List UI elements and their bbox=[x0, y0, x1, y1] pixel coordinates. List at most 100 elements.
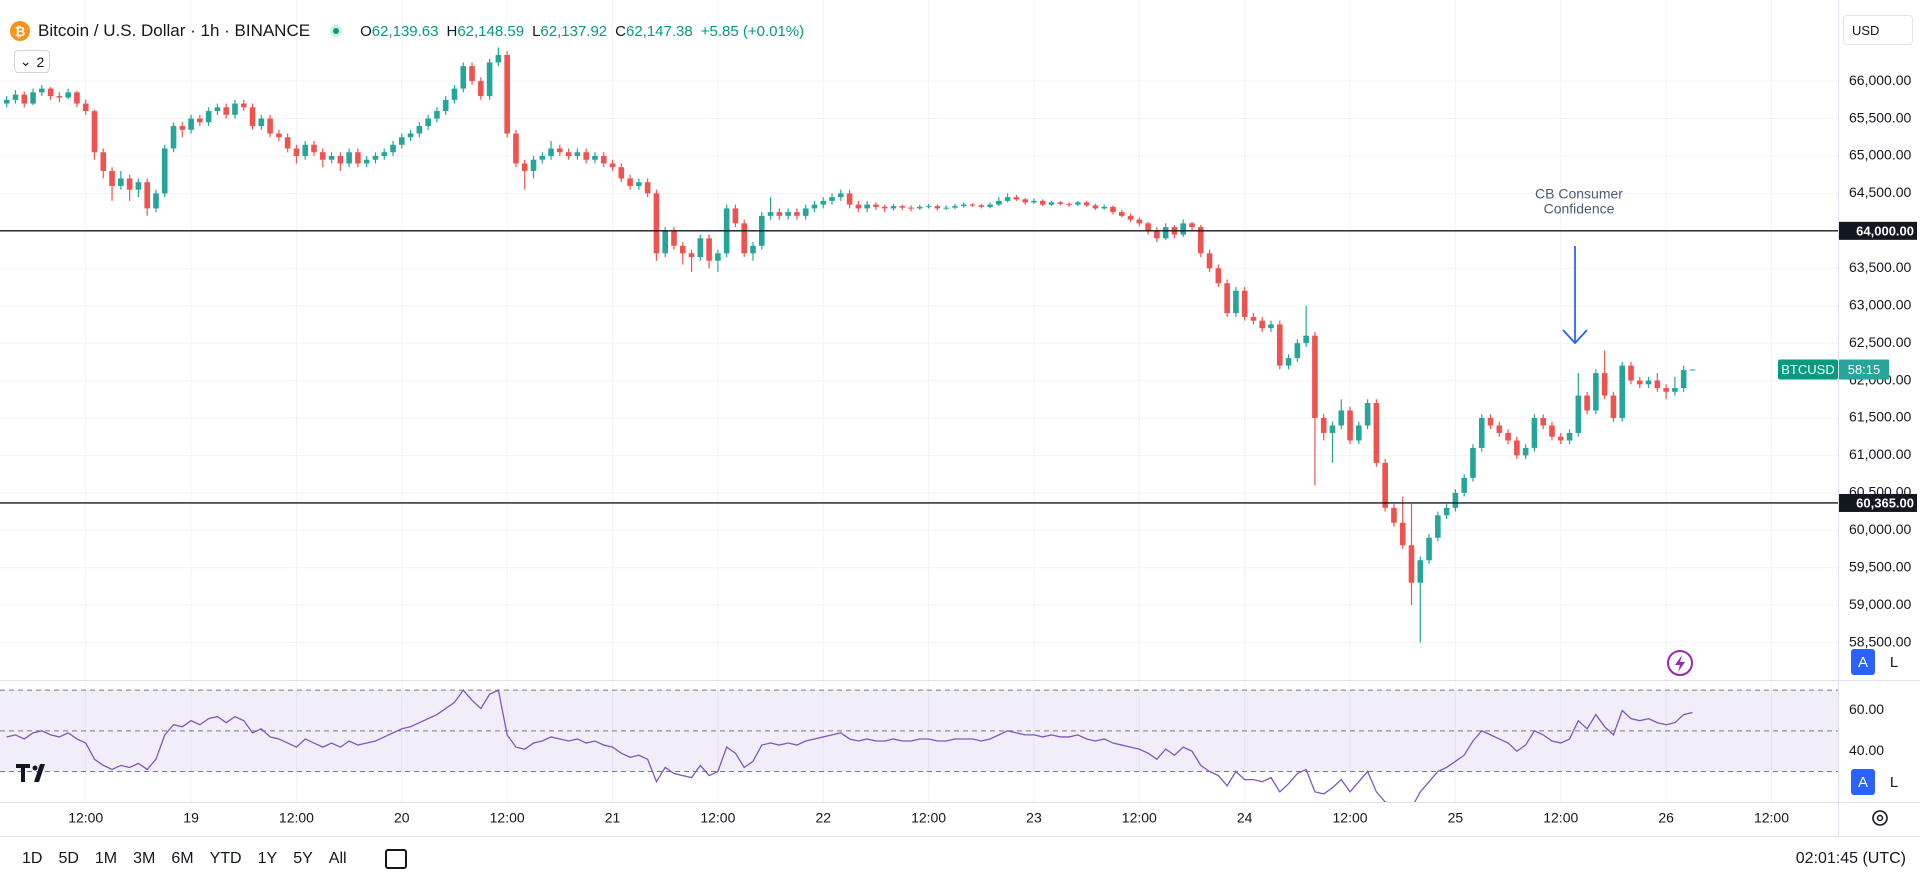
candle-body bbox=[565, 152, 572, 156]
range-button[interactable]: 5Y bbox=[293, 849, 313, 867]
candle-body bbox=[153, 193, 159, 209]
ohlc-item: C62,147.38 bbox=[615, 23, 693, 40]
candle-body bbox=[1277, 324, 1283, 366]
candle-body bbox=[1285, 358, 1292, 366]
candle-body bbox=[1399, 522, 1406, 546]
candle-body bbox=[987, 204, 993, 207]
candle-body bbox=[240, 103, 247, 108]
candle-body bbox=[960, 204, 967, 207]
ohlc-item: O62,139.63 bbox=[360, 23, 438, 40]
candle-body bbox=[1391, 507, 1397, 523]
symbol-title[interactable]: Bitcoin / U.S. Dollar · 1h · BINANCE bbox=[38, 21, 311, 40]
candle-body bbox=[91, 111, 98, 153]
horizontal-line-label: 64,000.00 bbox=[1856, 223, 1914, 238]
indicators-toggle[interactable]: ⌄ 2 bbox=[14, 50, 50, 73]
candle-body bbox=[135, 182, 142, 190]
range-button[interactable]: 1Y bbox=[257, 849, 278, 867]
candle-body bbox=[1531, 417, 1538, 448]
market-status bbox=[330, 25, 343, 37]
ohlc-key: C bbox=[615, 22, 626, 40]
log-scale-button[interactable]: L bbox=[1882, 649, 1906, 675]
candle-body bbox=[802, 208, 809, 216]
ohlc-item: L62,137.92 bbox=[532, 23, 607, 40]
candle-body bbox=[1478, 417, 1485, 448]
candle-body bbox=[1250, 316, 1257, 321]
annotation-arrow bbox=[1562, 246, 1588, 345]
candle-body bbox=[363, 159, 370, 164]
candle-body bbox=[1303, 335, 1309, 344]
alert-bolt[interactable] bbox=[1675, 655, 1685, 672]
candle-body bbox=[451, 88, 458, 100]
range-button[interactable]: 6M bbox=[171, 849, 194, 867]
range-button[interactable]: All bbox=[328, 849, 347, 867]
alert-icon[interactable] bbox=[1667, 650, 1693, 676]
candle-body bbox=[785, 212, 791, 216]
range-button[interactable]: YTD bbox=[209, 849, 242, 867]
x-tick-label: 12:00 bbox=[1333, 810, 1368, 826]
candle-body bbox=[1092, 205, 1099, 209]
candle-body bbox=[662, 230, 668, 254]
candle-body bbox=[697, 238, 704, 258]
horizontal-line-label-bg bbox=[1839, 493, 1917, 512]
y-tick-label: 66,000.00 bbox=[1849, 72, 1911, 88]
candle-body bbox=[434, 111, 440, 119]
auto-scale-button[interactable]: A bbox=[1851, 769, 1875, 795]
candle-body bbox=[952, 206, 958, 208]
range-button[interactable]: 5D bbox=[58, 849, 79, 867]
rsi-tick-label: 60.00 bbox=[1849, 701, 1884, 717]
candle-body bbox=[873, 204, 879, 207]
candle-body bbox=[1224, 283, 1230, 314]
logo-part bbox=[16, 764, 30, 782]
candle-body bbox=[1233, 290, 1239, 314]
candle-body bbox=[30, 92, 36, 104]
date-range-button[interactable] bbox=[384, 848, 407, 869]
candle-body bbox=[1636, 380, 1643, 385]
candle-body bbox=[592, 155, 598, 160]
log-scale-button[interactable]: L bbox=[1882, 769, 1906, 795]
settings-icon[interactable] bbox=[1872, 810, 1888, 826]
candle-body bbox=[1496, 425, 1503, 433]
indicator-count: 2 bbox=[36, 53, 45, 70]
candle-body bbox=[109, 170, 115, 186]
candle-body bbox=[653, 193, 660, 254]
candle-body bbox=[1443, 507, 1450, 516]
candle-body bbox=[732, 208, 739, 224]
gear-center[interactable] bbox=[1876, 814, 1884, 822]
candle-body bbox=[355, 152, 361, 164]
candle-body bbox=[1435, 515, 1441, 538]
candle-body bbox=[1118, 212, 1125, 216]
candle-body bbox=[1013, 197, 1020, 200]
candle-body bbox=[337, 155, 344, 164]
candle-body bbox=[1075, 202, 1081, 205]
candle-body bbox=[1514, 440, 1520, 456]
ohlc-value: 62,147.38 bbox=[625, 22, 693, 40]
plot-area bbox=[0, 47, 1838, 802]
candle-body bbox=[214, 107, 221, 112]
candle-body bbox=[1268, 324, 1274, 329]
candle-body bbox=[1241, 290, 1248, 317]
candle-body bbox=[82, 103, 89, 112]
candle-body bbox=[978, 205, 985, 207]
candle-body bbox=[1294, 343, 1301, 359]
x-tick-label: 12:00 bbox=[68, 810, 103, 826]
range-button[interactable]: 1D bbox=[22, 849, 43, 867]
y-tick-label: 59,500.00 bbox=[1849, 558, 1911, 574]
range-button[interactable]: 1M bbox=[94, 849, 118, 867]
candle-body bbox=[1083, 202, 1090, 206]
candle-body bbox=[1373, 403, 1380, 463]
clock[interactable]: 02:01:45 (UTC) bbox=[1795, 849, 1906, 867]
candle-body bbox=[188, 118, 194, 130]
arrow-head bbox=[1562, 329, 1588, 345]
candle-body bbox=[908, 207, 914, 209]
candle-body bbox=[1215, 268, 1222, 284]
x-tick-label: 23 bbox=[1026, 810, 1042, 826]
candle-body bbox=[302, 144, 309, 156]
candle-body bbox=[1197, 227, 1204, 254]
y-tick-label: 62,500.00 bbox=[1849, 334, 1911, 350]
candle-body bbox=[864, 204, 870, 209]
currency-select[interactable]: USD bbox=[1843, 15, 1913, 45]
auto-scale-button[interactable]: A bbox=[1851, 649, 1875, 675]
range-button[interactable]: 3M bbox=[133, 849, 156, 867]
gear[interactable] bbox=[1872, 810, 1888, 826]
